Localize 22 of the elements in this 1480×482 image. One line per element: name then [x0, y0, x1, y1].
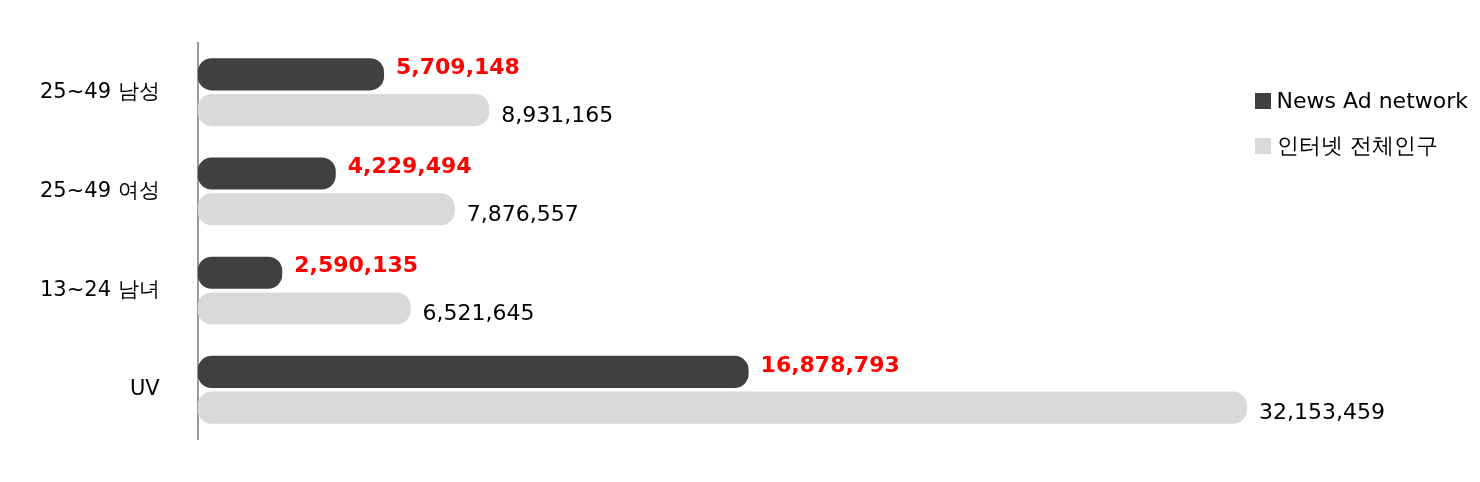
- data-label: 16,878,793: [760, 351, 900, 377]
- data-label: 5,709,148: [396, 54, 520, 80]
- legend-label: 인터넷 전체인구: [1276, 132, 1438, 160]
- data-label: 4,229,494: [347, 153, 472, 179]
- y-tick-label: 13~24 남녀: [40, 277, 160, 302]
- data-label: 6,521,645: [422, 300, 535, 326]
- bar: [197, 93, 490, 127]
- data-label: 8,931,165: [501, 101, 614, 127]
- bar: [197, 391, 1248, 424]
- bar: [197, 193, 455, 226]
- bar: [197, 58, 385, 91]
- data-label: 32,153,459: [1259, 399, 1386, 425]
- bar: [197, 292, 411, 325]
- bar: [197, 157, 336, 190]
- data-label: 2,590,135: [294, 252, 419, 278]
- y-tick-label: 25~49 남성: [40, 78, 160, 103]
- bar: [197, 355, 749, 389]
- bar: [197, 256, 283, 289]
- legend-label: News Ad network: [1276, 88, 1468, 113]
- y-tick-label: UV: [129, 376, 161, 401]
- y-tick-label: 25~49 여성: [40, 177, 160, 202]
- data-label: 7,876,557: [466, 200, 579, 226]
